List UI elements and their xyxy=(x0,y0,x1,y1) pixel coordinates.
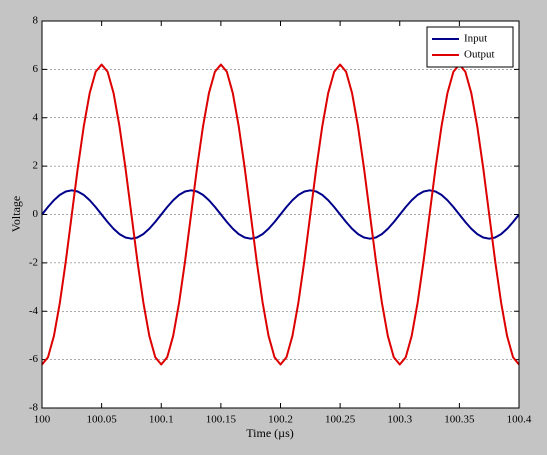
x-tick-label: 100.3 xyxy=(387,414,412,426)
y-tick-label: 2 xyxy=(33,160,39,172)
y-axis-label: Voltage xyxy=(9,196,23,232)
series-line xyxy=(41,189,520,240)
x-tick-label: 100.35 xyxy=(444,414,475,426)
x-tick-label: 100 xyxy=(34,414,51,426)
y-tick-label: -8 xyxy=(29,402,39,414)
x-tick-label: 100.05 xyxy=(87,414,118,426)
y-tick-label: -6 xyxy=(29,353,39,365)
legend-label: Output xyxy=(464,49,495,61)
y-tick-label: -4 xyxy=(29,305,39,317)
x-tick-label: 100.4 xyxy=(507,414,532,426)
y-tick-label: 4 xyxy=(33,111,39,123)
legend-label: Input xyxy=(464,33,487,45)
x-axis-label: Time (µs) xyxy=(246,426,293,440)
x-tick-label: 100.1 xyxy=(149,414,174,426)
x-tick-label: 100.25 xyxy=(325,414,356,426)
y-tick-label: 6 xyxy=(33,63,39,75)
series-line xyxy=(41,63,520,366)
x-tick-label: 100.15 xyxy=(206,414,237,426)
legend-box xyxy=(426,26,514,68)
y-tick-label: -2 xyxy=(29,256,38,268)
y-tick-label: 0 xyxy=(33,208,39,220)
x-tick-label: 100.2 xyxy=(268,414,293,426)
plot-frame xyxy=(41,20,520,409)
y-tick-label: 8 xyxy=(33,15,39,27)
